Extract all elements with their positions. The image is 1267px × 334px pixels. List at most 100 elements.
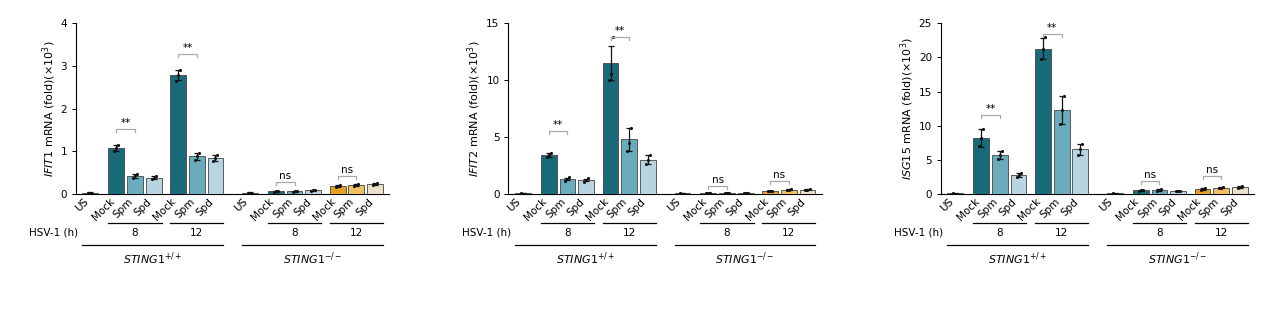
Point	[123, 175, 143, 180]
Bar	[1195, 189, 1210, 194]
Point	[734, 191, 754, 196]
Point	[598, 77, 618, 83]
Bar	[109, 148, 124, 194]
Text: 12: 12	[782, 228, 796, 238]
Point	[1068, 152, 1088, 158]
Text: ns: ns	[1206, 165, 1218, 175]
Point	[701, 190, 721, 196]
Bar	[1011, 175, 1026, 194]
Bar	[189, 156, 205, 194]
Bar	[640, 160, 656, 194]
Point	[1192, 186, 1213, 192]
Bar	[621, 139, 637, 194]
Point	[264, 189, 284, 194]
Point	[1148, 188, 1168, 193]
Point	[1049, 121, 1069, 126]
Bar	[560, 179, 575, 194]
Point	[1168, 188, 1188, 194]
Point	[348, 182, 369, 187]
Point	[362, 182, 383, 188]
Bar	[701, 193, 716, 194]
Bar	[242, 193, 258, 194]
Point	[799, 187, 820, 192]
Bar	[1054, 110, 1069, 194]
Bar	[799, 190, 816, 194]
Point	[1209, 186, 1229, 191]
Point	[170, 67, 190, 73]
Point	[326, 184, 346, 190]
Text: 8: 8	[132, 228, 138, 238]
Point	[1232, 183, 1252, 189]
Point	[796, 187, 816, 193]
Point	[574, 180, 594, 185]
Text: 8: 8	[564, 228, 570, 238]
Text: 8: 8	[1157, 228, 1163, 238]
Point	[1130, 188, 1150, 193]
Bar	[1107, 193, 1123, 194]
Bar	[1035, 48, 1050, 194]
Bar	[82, 193, 99, 194]
Point	[186, 154, 207, 159]
Y-axis label: $\it{ISG15}$ mRNA (fold)(×10$^3$): $\it{ISG15}$ mRNA (fold)(×10$^3$)	[898, 37, 916, 180]
Text: HSV-1 (h): HSV-1 (h)	[461, 228, 511, 238]
Bar	[367, 184, 383, 194]
Text: $\it{STING1}$$^{-/-}$: $\it{STING1}$$^{-/-}$	[715, 250, 774, 267]
Point	[777, 187, 797, 193]
Bar	[286, 191, 303, 194]
Point	[760, 188, 780, 193]
Text: 12: 12	[1215, 228, 1228, 238]
Point	[617, 148, 637, 153]
Text: **: **	[120, 118, 131, 128]
Point	[302, 188, 322, 193]
Point	[238, 190, 258, 195]
Bar	[603, 63, 618, 194]
Point	[511, 191, 531, 196]
Point	[988, 156, 1009, 162]
Point	[969, 143, 990, 149]
Point	[346, 182, 366, 188]
Text: ns: ns	[279, 171, 291, 181]
Bar	[720, 193, 735, 194]
Text: **: **	[614, 26, 625, 36]
Point	[559, 174, 579, 179]
Bar	[329, 186, 346, 194]
Point	[1035, 34, 1055, 40]
Point	[1169, 188, 1190, 193]
Point	[305, 187, 326, 193]
Point	[557, 176, 578, 182]
Point	[1102, 191, 1123, 196]
Bar	[348, 185, 364, 194]
Point	[797, 187, 817, 192]
Point	[715, 191, 735, 196]
Point	[637, 157, 658, 162]
Point	[992, 148, 1012, 153]
Point	[329, 182, 350, 188]
Point	[555, 179, 575, 184]
Point	[943, 191, 963, 196]
Bar	[1232, 187, 1248, 194]
Point	[189, 151, 209, 156]
Bar	[992, 155, 1007, 194]
Point	[166, 78, 186, 84]
Point	[717, 190, 737, 196]
Text: ns: ns	[1144, 170, 1157, 180]
Point	[1191, 187, 1211, 192]
Point	[1213, 184, 1233, 190]
Bar	[780, 190, 797, 194]
Text: $\it{STING1}$$^{+/+}$: $\it{STING1}$$^{+/+}$	[123, 250, 182, 267]
Text: $\it{STING1}$$^{-/-}$: $\it{STING1}$$^{-/-}$	[1148, 250, 1207, 267]
Text: $\it{STING1}$$^{-/-}$: $\it{STING1}$$^{-/-}$	[283, 250, 342, 267]
Point	[1133, 187, 1153, 192]
Point	[973, 126, 993, 132]
Point	[286, 188, 307, 193]
Bar	[1133, 190, 1149, 194]
Text: ns: ns	[712, 175, 723, 185]
Point	[185, 157, 205, 162]
Text: HSV-1 (h): HSV-1 (h)	[29, 228, 79, 238]
Point	[576, 177, 597, 183]
Point	[737, 190, 758, 196]
Point	[1149, 187, 1169, 192]
Point	[208, 152, 228, 157]
Text: **: **	[1048, 23, 1058, 33]
Point	[640, 152, 660, 158]
